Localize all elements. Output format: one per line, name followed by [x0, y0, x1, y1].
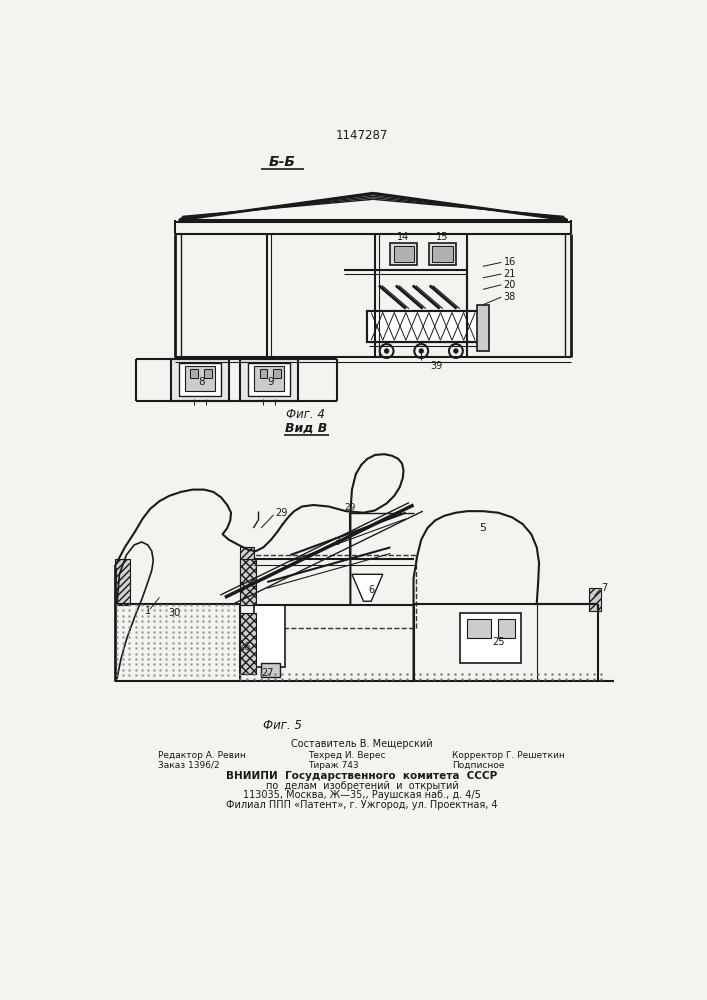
- Text: Фиг. 4: Фиг. 4: [286, 408, 325, 421]
- Text: Фиг. 5: Фиг. 5: [263, 719, 302, 732]
- Bar: [390, 243, 417, 265]
- Text: 1147287: 1147287: [336, 129, 388, 142]
- Text: 29: 29: [345, 503, 356, 512]
- Bar: [498, 619, 515, 638]
- Text: 16: 16: [503, 257, 516, 267]
- Text: Подписное: Подписное: [452, 761, 505, 770]
- Text: 6: 6: [368, 585, 374, 595]
- Text: Б-Б: Б-Б: [269, 155, 296, 169]
- Text: 8: 8: [199, 377, 205, 387]
- Bar: [460, 613, 521, 663]
- Text: 7: 7: [602, 583, 607, 593]
- Text: 38: 38: [503, 292, 516, 302]
- Text: 25: 25: [492, 637, 505, 647]
- Text: 20: 20: [503, 280, 516, 290]
- Text: ВНИИПИ  Государственного  комитета  СССР: ВНИИПИ Государственного комитета СССР: [226, 771, 498, 781]
- Bar: [240, 359, 298, 401]
- Text: 113035, Москва, Ж—35,, Раушская наб., д. 4/5: 113035, Москва, Ж—35,, Раушская наб., д.…: [243, 790, 481, 800]
- Text: 21: 21: [503, 269, 516, 279]
- Circle shape: [419, 349, 423, 353]
- Bar: [115, 559, 130, 605]
- Bar: [179, 363, 221, 396]
- Bar: [240, 547, 254, 605]
- Circle shape: [385, 349, 389, 353]
- Bar: [254, 605, 285, 667]
- Bar: [467, 619, 491, 638]
- Bar: [259, 369, 267, 378]
- Text: 9: 9: [268, 377, 274, 387]
- Bar: [589, 588, 601, 611]
- Text: Редактор А. Ревин: Редактор А. Ревин: [158, 751, 246, 760]
- Text: 26: 26: [238, 642, 250, 652]
- Text: 3: 3: [333, 537, 340, 547]
- Bar: [240, 613, 256, 674]
- Text: 5: 5: [479, 523, 486, 533]
- Bar: [254, 366, 284, 391]
- Bar: [190, 369, 198, 378]
- Text: Тираж 743: Тираж 743: [308, 761, 358, 770]
- Text: 30: 30: [169, 608, 181, 618]
- Bar: [429, 243, 456, 265]
- Text: Филиал ППП «Патент», г. Ужгород, ул. Проектная, 4: Филиал ППП «Патент», г. Ужгород, ул. Про…: [226, 800, 498, 810]
- Text: 15: 15: [436, 232, 448, 242]
- Text: Заказ 1396/2: Заказ 1396/2: [158, 761, 220, 770]
- Text: Вид В: Вид В: [285, 422, 327, 434]
- Polygon shape: [352, 574, 382, 601]
- Text: 1: 1: [145, 606, 151, 616]
- Circle shape: [454, 349, 458, 353]
- Bar: [368, 311, 479, 342]
- Bar: [248, 363, 291, 396]
- Text: Составитель В. Мещерский: Составитель В. Мещерский: [291, 739, 433, 749]
- Bar: [274, 369, 281, 378]
- Text: Корректор Г. Решеткин: Корректор Г. Решеткин: [452, 751, 565, 760]
- Text: 14: 14: [397, 232, 409, 242]
- Bar: [432, 246, 452, 262]
- Bar: [261, 663, 279, 677]
- Text: 29: 29: [275, 508, 287, 518]
- Text: Техред И. Верес: Техред И. Верес: [308, 751, 385, 760]
- Text: 39: 39: [431, 361, 443, 371]
- Bar: [240, 559, 256, 605]
- Text: по  делам  изобретений  и  открытий: по делам изобретений и открытий: [266, 781, 458, 791]
- Bar: [477, 305, 489, 351]
- Text: 27: 27: [261, 668, 274, 678]
- Bar: [185, 366, 215, 391]
- Bar: [368, 311, 479, 342]
- Bar: [171, 359, 229, 401]
- Bar: [204, 369, 212, 378]
- Bar: [394, 246, 414, 262]
- Bar: [254, 555, 416, 628]
